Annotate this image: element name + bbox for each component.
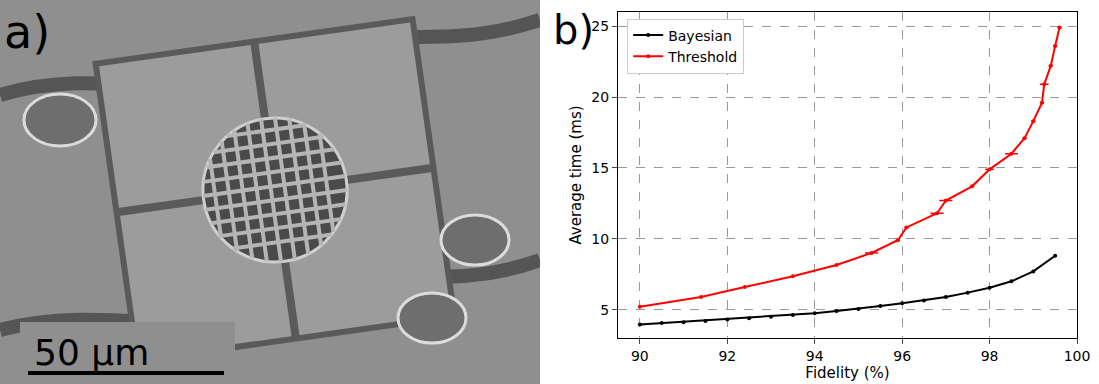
svg-text:Fidelity (%): Fidelity (%) <box>805 364 889 382</box>
svg-text:20: 20 <box>591 89 609 105</box>
svg-text:Bayesian: Bayesian <box>668 28 732 44</box>
svg-text:Average time (ms): Average time (ms) <box>567 105 585 244</box>
svg-text:94: 94 <box>806 348 824 364</box>
svg-text:50 µm: 50 µm <box>34 332 149 373</box>
svg-text:92: 92 <box>718 348 736 364</box>
svg-text:25: 25 <box>591 18 609 34</box>
svg-text:96: 96 <box>893 348 911 364</box>
svg-text:5: 5 <box>600 302 609 318</box>
svg-text:98: 98 <box>981 348 999 364</box>
svg-text:90: 90 <box>631 348 649 364</box>
svg-text:10: 10 <box>591 231 609 247</box>
svg-text:15: 15 <box>591 160 609 176</box>
svg-text:b): b) <box>553 7 594 53</box>
svg-text:100: 100 <box>1064 348 1091 364</box>
svg-text:a): a) <box>4 5 50 59</box>
svg-text:Threshold: Threshold <box>667 49 737 65</box>
